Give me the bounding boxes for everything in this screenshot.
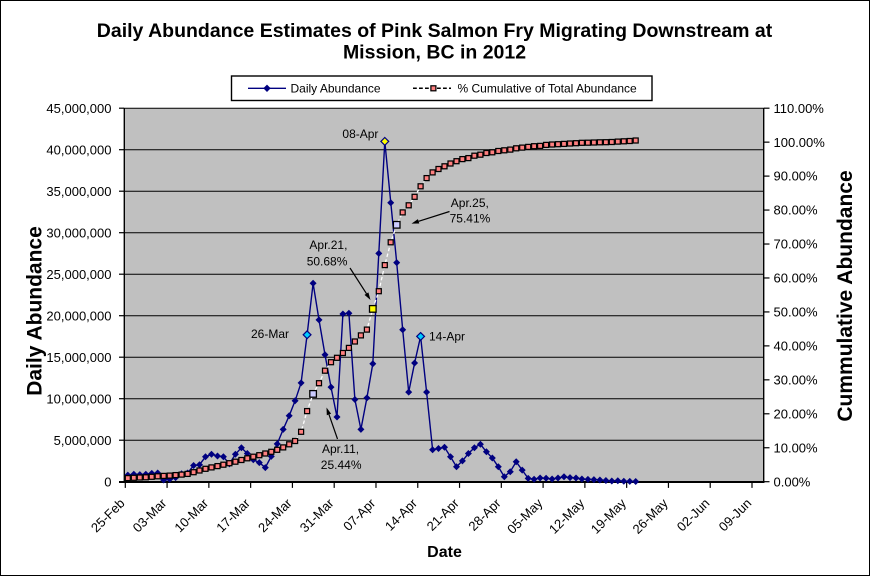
- svg-text:60.00%: 60.00%: [774, 271, 819, 286]
- svg-text:10,000,000: 10,000,000: [46, 391, 111, 406]
- svg-text:90.00%: 90.00%: [774, 169, 819, 184]
- svg-text:Apr.11,: Apr.11,: [322, 442, 359, 456]
- svg-text:5,000,000: 5,000,000: [54, 433, 112, 448]
- svg-text:20,000,000: 20,000,000: [46, 308, 111, 323]
- svg-text:Daily Abundance: Daily Abundance: [24, 226, 47, 396]
- svg-text:Daily Abundance: Daily Abundance: [291, 82, 381, 96]
- svg-text:80.00%: 80.00%: [774, 203, 819, 218]
- svg-text:% Cumulative of Total Abundanc: % Cumulative of Total Abundance: [458, 82, 638, 96]
- svg-text:26-Mar: 26-Mar: [251, 327, 289, 341]
- svg-text:30,000,000: 30,000,000: [46, 225, 111, 240]
- svg-text:110.00%: 110.00%: [774, 101, 825, 116]
- svg-text:100.00%: 100.00%: [774, 135, 826, 150]
- svg-text:15,000,000: 15,000,000: [46, 350, 111, 365]
- svg-text:40.00%: 40.00%: [774, 338, 819, 353]
- svg-text:Apr.21,: Apr.21,: [309, 238, 347, 252]
- svg-text:Daily Abundance Estimates of P: Daily Abundance Estimates of Pink Salmon…: [97, 20, 773, 42]
- svg-text:10.00%: 10.00%: [774, 440, 819, 455]
- svg-text:30.00%: 30.00%: [774, 372, 819, 387]
- svg-text:50.00%: 50.00%: [774, 305, 819, 320]
- svg-text:0: 0: [104, 474, 111, 489]
- svg-text:20.00%: 20.00%: [774, 406, 819, 421]
- svg-text:75.41%: 75.41%: [450, 212, 491, 226]
- svg-text:35,000,000: 35,000,000: [46, 184, 111, 199]
- svg-text:14-Apr: 14-Apr: [429, 330, 465, 344]
- svg-text:Cummulative Abundance: Cummulative Abundance: [834, 170, 857, 421]
- svg-text:25.44%: 25.44%: [321, 458, 362, 472]
- svg-text:Date: Date: [427, 544, 462, 561]
- svg-text:Apr.25,: Apr.25,: [451, 196, 489, 210]
- svg-text:50.68%: 50.68%: [307, 255, 348, 269]
- svg-text:Mission, BC in 2012: Mission, BC in 2012: [343, 42, 526, 64]
- svg-text:70.00%: 70.00%: [774, 237, 819, 252]
- svg-text:0.00%: 0.00%: [774, 474, 811, 489]
- svg-text:40,000,000: 40,000,000: [46, 142, 111, 157]
- svg-text:45,000,000: 45,000,000: [46, 101, 111, 116]
- svg-text:25,000,000: 25,000,000: [46, 267, 111, 282]
- svg-text:08-Apr: 08-Apr: [342, 127, 378, 141]
